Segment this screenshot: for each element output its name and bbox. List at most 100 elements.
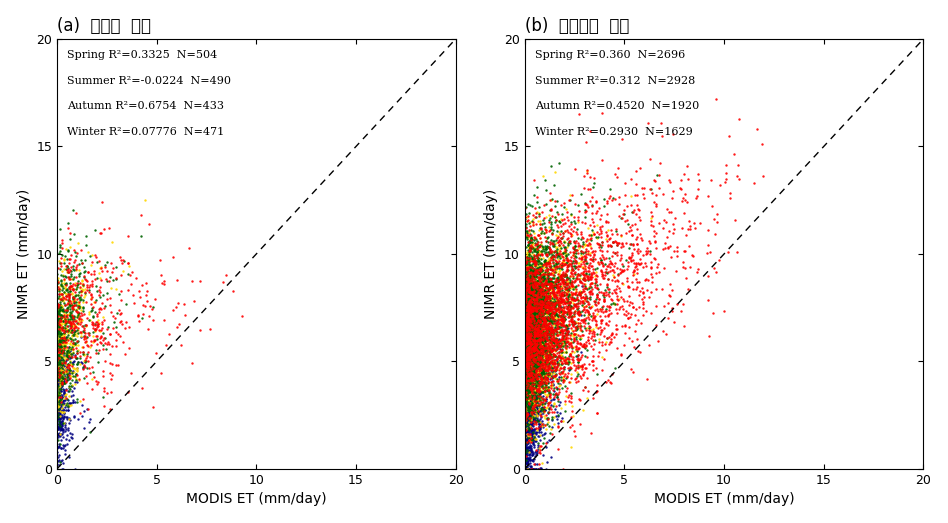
Point [563, 297, 578, 305]
Point [576, 172, 592, 180]
Point [608, 195, 623, 203]
Point [520, 388, 535, 396]
Point [518, 384, 533, 393]
Point [567, 336, 582, 344]
Point [529, 366, 544, 374]
Point [532, 375, 547, 383]
Point [70, 291, 85, 300]
Point [521, 393, 537, 402]
Point [533, 333, 548, 341]
Point [587, 275, 602, 283]
Point [518, 346, 533, 354]
Point [520, 243, 536, 251]
Point [85, 368, 100, 377]
Point [531, 299, 546, 308]
Point [519, 416, 534, 424]
Point [530, 245, 545, 254]
Point [520, 301, 536, 309]
Point [522, 363, 538, 371]
Point [592, 225, 608, 233]
Point [59, 368, 74, 376]
Point [57, 313, 72, 322]
Point [519, 354, 534, 362]
Point [536, 395, 551, 403]
Point [519, 377, 534, 385]
Point [518, 300, 533, 308]
Point [561, 317, 576, 325]
Point [521, 393, 537, 402]
Point [565, 296, 580, 304]
Point [560, 294, 575, 303]
Point [520, 226, 535, 235]
Point [535, 361, 550, 370]
Point [530, 326, 545, 334]
Point [534, 359, 549, 368]
Point [554, 367, 569, 376]
Point [528, 326, 543, 335]
Point [529, 317, 544, 325]
Point [49, 424, 64, 432]
Point [533, 378, 548, 386]
Point [558, 355, 574, 363]
Point [52, 386, 67, 394]
Point [610, 292, 625, 301]
Point [527, 373, 542, 382]
Point [568, 302, 583, 310]
Point [49, 342, 64, 350]
Point [518, 321, 533, 329]
Point [520, 416, 535, 425]
Point [55, 362, 70, 371]
Point [76, 295, 91, 304]
Point [532, 281, 547, 289]
Point [527, 328, 542, 337]
Point [548, 300, 563, 308]
Point [523, 386, 538, 395]
Point [60, 300, 75, 309]
Point [524, 336, 539, 344]
Point [558, 272, 574, 280]
Point [528, 241, 543, 249]
Point [524, 288, 539, 297]
Point [519, 378, 534, 386]
Point [52, 370, 67, 379]
Point [610, 309, 625, 317]
Point [549, 327, 564, 335]
Point [529, 252, 544, 260]
Point [542, 338, 557, 346]
Point [553, 303, 568, 312]
Point [533, 360, 548, 369]
Point [521, 337, 537, 345]
Point [522, 319, 538, 327]
Point [521, 316, 537, 325]
Point [520, 335, 535, 343]
Point [50, 342, 65, 350]
Point [54, 323, 69, 332]
Point [525, 278, 540, 286]
Point [525, 428, 540, 436]
Point [574, 247, 589, 255]
Point [519, 364, 534, 372]
Point [52, 307, 67, 315]
Point [520, 338, 536, 347]
Point [54, 338, 69, 346]
Point [532, 317, 547, 326]
Point [525, 346, 540, 355]
Point [49, 397, 64, 405]
Point [61, 247, 76, 255]
Point [572, 310, 587, 318]
Point [581, 319, 596, 327]
Point [524, 277, 539, 285]
Point [521, 263, 537, 271]
Point [527, 353, 542, 361]
Point [547, 248, 562, 256]
Point [520, 352, 536, 360]
Point [561, 301, 576, 309]
Point [523, 395, 538, 403]
Point [539, 250, 555, 258]
Point [544, 361, 559, 370]
Point [545, 350, 560, 359]
Point [526, 257, 541, 265]
Point [528, 329, 543, 338]
Point [524, 277, 539, 285]
Point [540, 256, 556, 264]
